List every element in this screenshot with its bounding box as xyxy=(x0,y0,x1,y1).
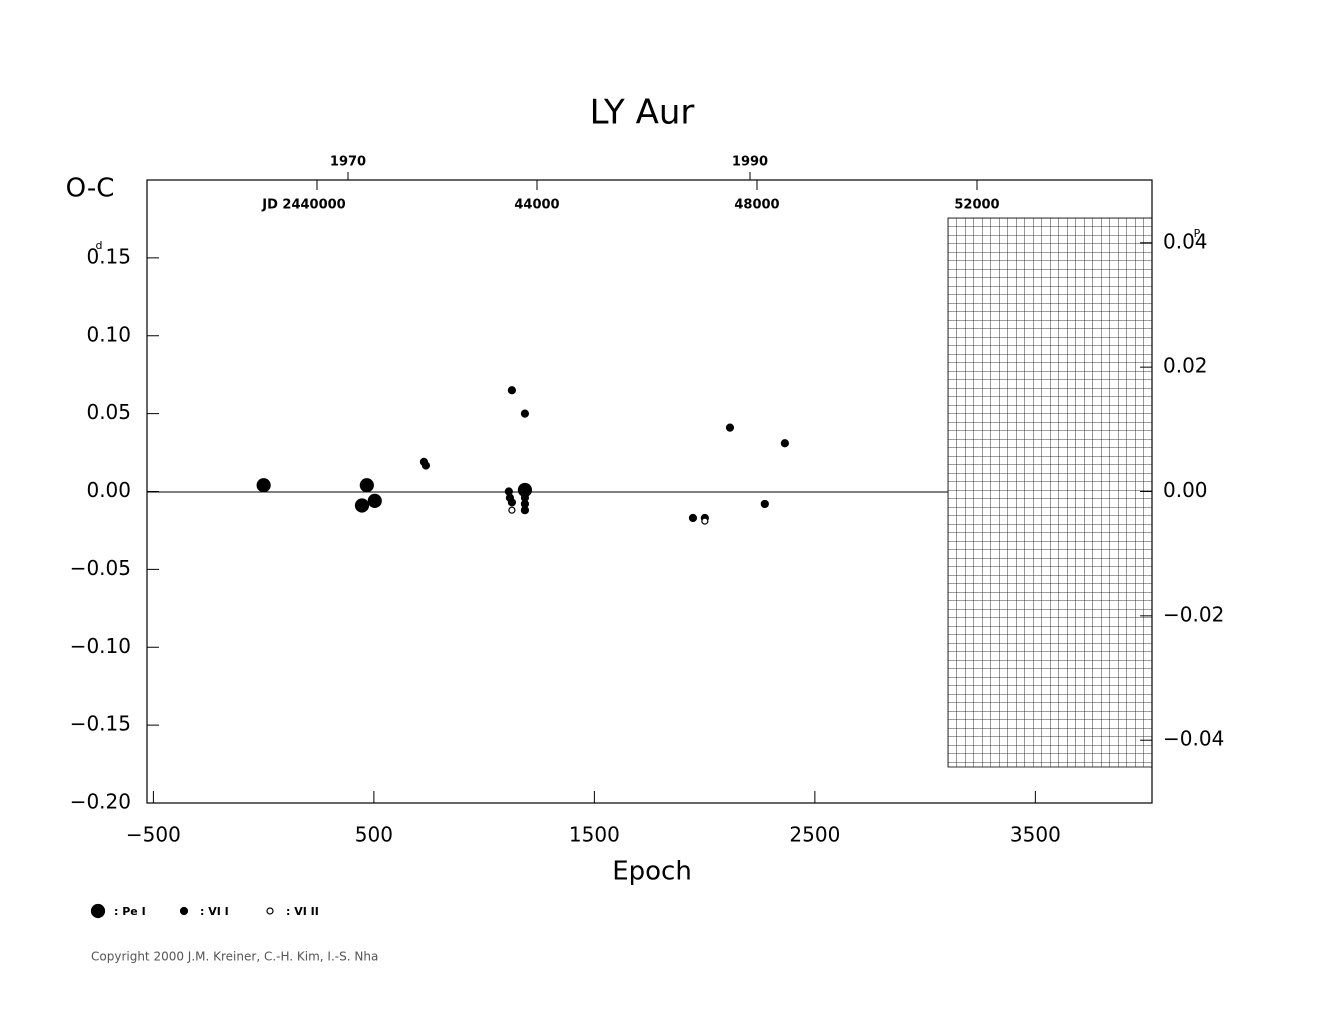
point xyxy=(507,386,517,395)
point xyxy=(256,478,271,493)
point xyxy=(760,499,769,509)
point xyxy=(701,517,709,525)
y-tick-label: 0.10 xyxy=(86,322,131,346)
point xyxy=(508,506,516,514)
year-tick-label: 1970 xyxy=(330,155,366,170)
point xyxy=(354,498,370,513)
y-tick-label: 0.00 xyxy=(86,478,131,502)
x-tick-label: −500 xyxy=(126,823,181,847)
y-tick-label: −0.20 xyxy=(70,790,131,814)
point xyxy=(725,423,735,432)
legend-marker xyxy=(179,906,189,916)
y-unit: d xyxy=(96,239,103,252)
x-tick-label: 3500 xyxy=(1010,823,1061,847)
point xyxy=(688,513,698,523)
point xyxy=(780,439,789,448)
legend-label: : VI I xyxy=(200,905,229,918)
y-tick-label: 0.05 xyxy=(86,400,131,424)
x-tick-label: 1500 xyxy=(569,823,620,847)
copyright: Copyright 2000 J.M. Kreiner, C.-H. Kim, … xyxy=(91,950,378,964)
point xyxy=(507,498,517,507)
empty-region xyxy=(947,217,1153,768)
jd-tick-label: 48000 xyxy=(734,198,779,213)
y-tick-label: −0.15 xyxy=(70,712,131,736)
jd-tick-label: JD 2440000 xyxy=(261,198,345,213)
y-axis-title: O-C xyxy=(66,174,115,204)
jd-tick-label: 52000 xyxy=(954,198,999,213)
jd-tick-label: 44000 xyxy=(514,198,559,213)
x-tick-label: 500 xyxy=(355,823,393,847)
y2-tick-label: 0.00 xyxy=(1163,478,1208,502)
point xyxy=(359,478,374,493)
legend-label: : VI II xyxy=(286,905,319,918)
y-tick-label: −0.05 xyxy=(70,556,131,580)
y2-tick-label: −0.04 xyxy=(1163,727,1224,751)
y2-tick-label: 0.04 xyxy=(1163,229,1208,253)
legend-label: : Pe I xyxy=(114,905,146,918)
legend-marker xyxy=(266,907,274,915)
y-tick-label: 0.15 xyxy=(86,244,131,268)
y2-tick-label: −0.02 xyxy=(1163,602,1224,626)
legend-marker xyxy=(90,903,106,919)
y2-tick-label: 0.02 xyxy=(1163,354,1208,378)
point xyxy=(367,493,382,508)
y-tick-label: −0.10 xyxy=(70,634,131,658)
point xyxy=(421,461,431,470)
x-tick-label: 2500 xyxy=(789,823,840,847)
year-tick-label: 1990 xyxy=(732,155,768,170)
y2-unit: P xyxy=(1194,227,1201,240)
point xyxy=(520,409,530,418)
point xyxy=(520,506,530,515)
chart-title: LY Aur xyxy=(590,93,695,133)
x-axis-title: Epoch xyxy=(612,857,692,887)
